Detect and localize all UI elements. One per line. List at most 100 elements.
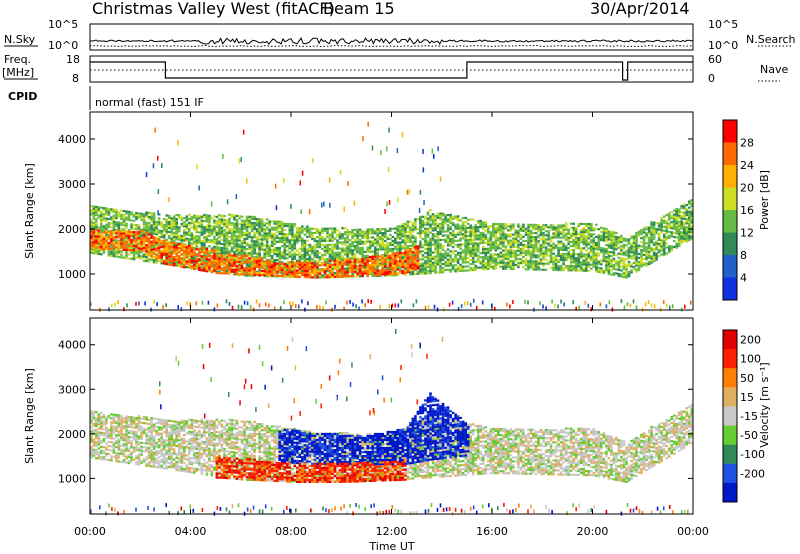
power-cell xyxy=(268,250,271,253)
power-cell xyxy=(210,217,214,220)
power-cell xyxy=(193,267,196,271)
power-cell xyxy=(487,255,490,258)
power-cell xyxy=(100,210,103,213)
power-cell xyxy=(90,229,93,232)
power-cell xyxy=(291,235,294,238)
power-cell xyxy=(404,241,407,244)
power-cell xyxy=(152,261,156,264)
power-cell xyxy=(439,244,442,248)
power-cell xyxy=(436,271,440,274)
power-cell xyxy=(559,236,563,239)
power-cell xyxy=(416,272,420,275)
power-cell xyxy=(122,246,126,249)
power-cell xyxy=(291,225,294,228)
power-cell xyxy=(544,224,548,227)
power-cell xyxy=(162,253,166,256)
power-cell xyxy=(233,228,236,231)
power-cell xyxy=(396,235,400,238)
power-cell xyxy=(218,248,221,251)
power-cell xyxy=(384,244,387,247)
power-cell xyxy=(152,222,156,225)
power-cell xyxy=(660,247,663,250)
power-cell xyxy=(185,252,189,255)
power-cell xyxy=(544,242,548,245)
power-cell xyxy=(474,264,477,267)
power-cell xyxy=(255,254,259,257)
power-cell xyxy=(142,219,146,222)
power-cell xyxy=(514,233,518,236)
power-cell xyxy=(569,263,573,266)
power-cell xyxy=(683,215,686,218)
power-cell xyxy=(208,228,211,231)
power-cell xyxy=(489,235,493,238)
power-cell xyxy=(466,265,470,268)
power-cell xyxy=(685,210,689,213)
power-cell xyxy=(248,244,251,247)
power-cell xyxy=(662,239,666,242)
power-cell xyxy=(283,233,287,236)
power-cell xyxy=(497,257,500,260)
power-cell xyxy=(180,259,184,262)
power-cell xyxy=(90,225,93,228)
power-cell xyxy=(248,248,251,251)
power-cell xyxy=(439,232,442,235)
power-cell xyxy=(263,256,266,259)
power-cell xyxy=(451,250,455,253)
power-cell xyxy=(92,250,96,253)
power-cell xyxy=(245,219,249,222)
power-cell xyxy=(441,222,445,225)
power-cell xyxy=(655,232,658,235)
power-cell xyxy=(567,242,570,245)
power-cell xyxy=(351,241,354,244)
power-cell xyxy=(657,244,661,247)
power-cell xyxy=(157,213,161,216)
power-cell xyxy=(683,235,686,239)
power-cell xyxy=(620,265,623,268)
power-cell xyxy=(677,208,681,211)
power-cell xyxy=(685,212,689,215)
power-cell xyxy=(579,231,583,234)
power-cell xyxy=(494,227,498,230)
power-cell xyxy=(291,259,294,262)
power-cell xyxy=(338,265,342,268)
power-cell xyxy=(318,237,322,241)
power-cell xyxy=(386,274,390,277)
power-cell xyxy=(198,231,201,234)
power-cell xyxy=(303,227,307,230)
power-cell xyxy=(683,225,686,228)
power-cell xyxy=(446,254,450,257)
power-cell xyxy=(441,248,445,251)
power-cell xyxy=(652,260,656,263)
power-cell xyxy=(175,258,178,261)
power-cell xyxy=(346,231,349,234)
power-cell xyxy=(358,248,362,252)
power-cell xyxy=(265,234,269,237)
power-cell xyxy=(167,253,171,256)
power-cell xyxy=(228,258,231,261)
power-cell xyxy=(323,239,327,242)
power-cell xyxy=(243,223,246,226)
power-cell xyxy=(685,230,689,233)
power-cell xyxy=(198,221,201,224)
power-cell xyxy=(411,226,415,229)
power-cell xyxy=(512,259,515,262)
power-cell xyxy=(268,222,271,225)
power-cell xyxy=(459,239,462,242)
power-cell xyxy=(270,236,274,239)
power-cell xyxy=(635,236,638,239)
power-cell xyxy=(210,254,214,258)
power-cell xyxy=(100,216,103,219)
power-cell xyxy=(185,233,189,236)
power-cell xyxy=(235,247,239,250)
power-cell xyxy=(363,236,367,239)
power-cell xyxy=(484,266,488,269)
power-cell xyxy=(373,252,377,255)
power-cell xyxy=(431,217,435,220)
power-cell xyxy=(90,247,93,250)
power-cell xyxy=(577,257,580,260)
power-cell xyxy=(280,255,284,258)
power-cell xyxy=(517,245,520,248)
power-cell xyxy=(291,233,294,236)
power-cell xyxy=(404,239,407,242)
power-cell xyxy=(223,245,226,248)
